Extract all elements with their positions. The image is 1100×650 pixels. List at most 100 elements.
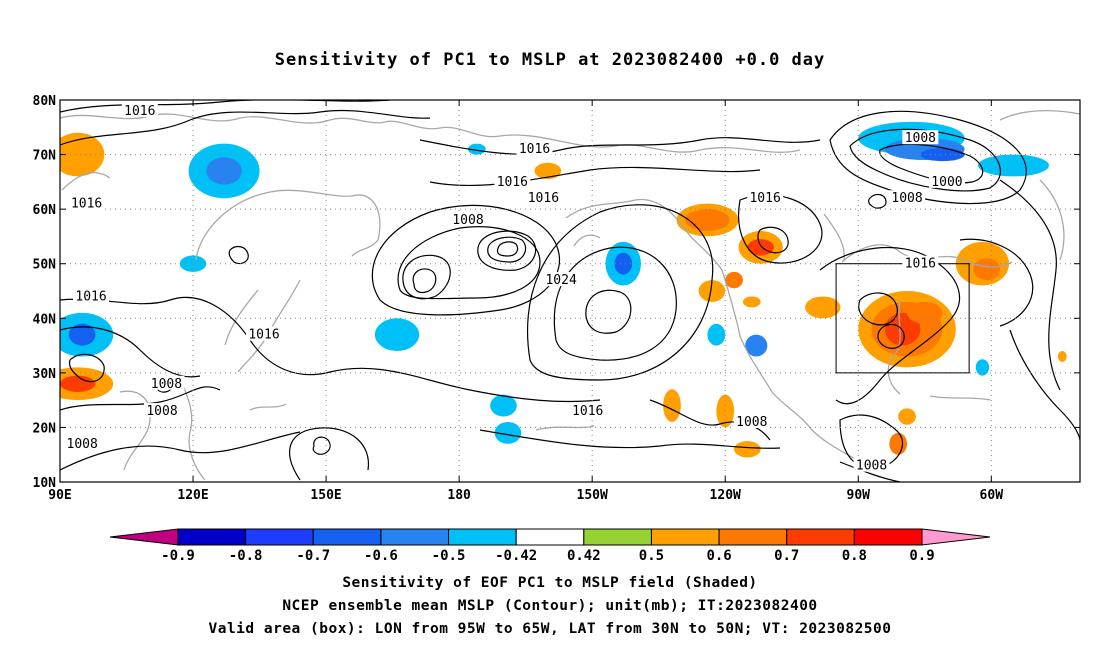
sensitivity-patch: [978, 154, 1049, 177]
colorbar-box: [650, 528, 720, 546]
contour-label: 1008: [452, 213, 483, 228]
contour-label: 1008: [905, 131, 936, 146]
sensitivity-patch: [60, 132, 105, 177]
sensitivity-patch: [898, 408, 916, 425]
lat-tick-label: 70N: [33, 149, 57, 164]
sensitivity-patch: [734, 441, 761, 458]
colorbar: -0.9 -0.8 -0.7 -0.6 -0.5 -0.42 0.42 0.5 0.6 0.7 0.…: [109, 528, 991, 564]
contour-label: 1016: [75, 289, 106, 304]
contour-label: 1024: [545, 273, 576, 288]
caption-line-1: Sensitivity of EOF PC1 to MSLP field (Sh…: [342, 575, 758, 591]
sensitivity-patch: [468, 143, 486, 155]
contour-label-background: [902, 130, 939, 145]
caption-line-2: NCEP ensemble mean MSLP (Contour); unit(…: [282, 598, 818, 614]
colorbar-label: 0.6: [706, 548, 731, 564]
contour-label-background: [902, 255, 939, 270]
sensitivity-patch: [1057, 351, 1067, 362]
sensitivity-shading: [60, 121, 1067, 458]
contour-label-background: [144, 403, 180, 418]
colorbar-min-triangle: [109, 528, 179, 546]
contour-label: 1016: [248, 328, 279, 343]
sensitivity-patch: [884, 312, 921, 346]
sensitivity-patch: [975, 359, 990, 376]
sensitivity-patch: [179, 255, 207, 272]
sensitivity-patch: [663, 389, 681, 422]
contour-label-background: [747, 190, 784, 205]
plot-frame: [59, 99, 1081, 483]
colorbar-box: [245, 528, 314, 546]
contour-label-background: [148, 375, 185, 390]
contour-label-background: [569, 403, 606, 418]
colorbar-label: 0.42: [567, 548, 601, 564]
colorbar-label: 0.9: [909, 548, 934, 564]
contour-label: 1008: [67, 437, 98, 452]
sensitivity-patch: [805, 296, 841, 319]
lat-tick-label: 40N: [33, 312, 57, 327]
lon-tick-label: 60W: [980, 488, 1004, 503]
contour-label: 1016: [905, 257, 936, 272]
sensitivity-patch: [907, 301, 943, 324]
lon-tick-label: 90E: [48, 488, 71, 503]
colorbar-label: -0.8: [229, 548, 263, 564]
sensitivity-patch: [685, 209, 730, 231]
contour-label: 1016: [572, 404, 603, 419]
contour-label: 1008: [146, 404, 177, 419]
contour-label-background: [928, 173, 965, 188]
map-title: Sensitivity of PC1 to MSLP at 2023082400…: [274, 50, 826, 70]
sensitivity-patch: [725, 271, 743, 289]
sensitivity-patch: [534, 162, 562, 180]
colorbar-box: [515, 528, 585, 546]
colorbar-box: [312, 528, 382, 546]
colorbar-max-triangle: [921, 528, 991, 546]
sensitivity-patch: [494, 421, 522, 444]
contour-label: 1008: [151, 377, 182, 392]
contour-label-background: [64, 435, 101, 450]
contour-label: 1008: [891, 191, 922, 206]
lon-tick-label: 120W: [710, 488, 741, 503]
contour-label: 1008: [856, 459, 887, 474]
contour-label-background: [246, 326, 282, 341]
contour-labels: 1016 1016 1016 1008 1000 1008 1016 1016 1016 1008…: [64, 102, 965, 474]
caption-line-3: Valid area (box): LON from 95W to 65W, L…: [208, 621, 892, 637]
mslp-contours: [60, 100, 1080, 482]
colorbar-label: -0.42: [495, 548, 537, 564]
contour-label-background: [516, 141, 553, 156]
contour-label: 1016: [497, 175, 528, 190]
colorbar-box: [718, 528, 788, 546]
sensitivity-patch: [206, 157, 242, 185]
contour-label-background: [543, 272, 580, 287]
colorbar-label: 0.7: [774, 548, 799, 564]
sensitivity-patch: [698, 280, 726, 302]
lat-tick-label: 10N: [33, 476, 57, 491]
lon-tick-label: 150E: [310, 488, 341, 503]
colorbar-label: 0.8: [842, 548, 867, 564]
sensitivity-patch: [707, 323, 726, 346]
coastlines: [60, 109, 1080, 481]
sensitivity-patch: [716, 394, 735, 428]
contour-label-background: [450, 212, 486, 227]
sensitivity-patch: [973, 258, 1001, 281]
contour-label: 1016: [519, 142, 550, 157]
colorbar-label: -0.9: [161, 548, 195, 564]
colorbar-box: [177, 528, 247, 546]
colorbar-label: 0.5: [639, 548, 664, 564]
sensitivity-patch: [745, 334, 768, 357]
contour-label: 1000: [931, 175, 962, 190]
lat-tick-label: 50N: [33, 258, 57, 273]
lat-tick-label: 20N: [33, 421, 57, 436]
contour-label-background: [73, 288, 110, 303]
colorbar-box: [448, 528, 517, 546]
contour-label-background: [68, 195, 105, 210]
sensitivity-patch: [889, 432, 908, 455]
contour-label: 1008: [736, 415, 767, 430]
colorbar-label: -0.5: [432, 548, 466, 564]
contour-label: 1016: [749, 191, 780, 206]
lon-tick-label: 90W: [847, 488, 871, 503]
sensitivity-patch: [374, 318, 420, 352]
lat-tick-label: 30N: [33, 367, 57, 382]
contour-label-background: [525, 190, 562, 205]
sensitivity-patch: [747, 239, 775, 256]
lon-tick-label: 180: [447, 488, 471, 503]
